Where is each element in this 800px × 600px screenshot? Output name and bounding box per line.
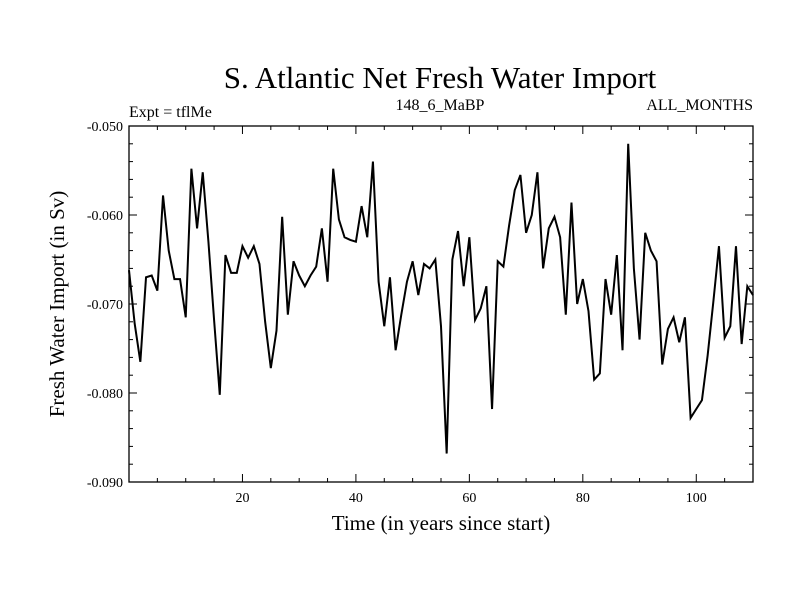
y-axis-label: Fresh Water Import (in Sv): [45, 191, 69, 418]
x-tick-label: 20: [235, 491, 249, 506]
series-line: [128, 143, 754, 454]
y-tick-label: -0.090: [87, 476, 123, 491]
experiment-label: Expt = tflMe: [129, 104, 212, 121]
x-tick-label: 100: [686, 491, 707, 506]
months-label: ALL_MONTHS: [646, 97, 753, 114]
y-tick-label: -0.080: [87, 387, 123, 402]
run-label: 148_6_MaBP: [396, 97, 485, 114]
y-tick-label: -0.050: [87, 120, 123, 135]
x-tick-label: 60: [462, 491, 476, 506]
plot-area: 20 40 60 80 100 -0.090 -0.080 -0.070 -0.060 -0.05…: [87, 120, 754, 506]
y-tick-label: -0.060: [87, 209, 123, 224]
x-tick-label: 40: [349, 491, 363, 506]
tick-labels: 20 40 60 80 100 -0.090 -0.080 -0.070 -0.060 -0.05…: [87, 120, 707, 506]
tick-marks: [128, 125, 754, 483]
x-axis-label: Time (in years since start): [332, 511, 551, 535]
chart-title: S. Atlantic Net Fresh Water Import: [224, 60, 657, 95]
y-tick-label: -0.070: [87, 298, 123, 313]
x-tick-label: 80: [576, 491, 590, 506]
